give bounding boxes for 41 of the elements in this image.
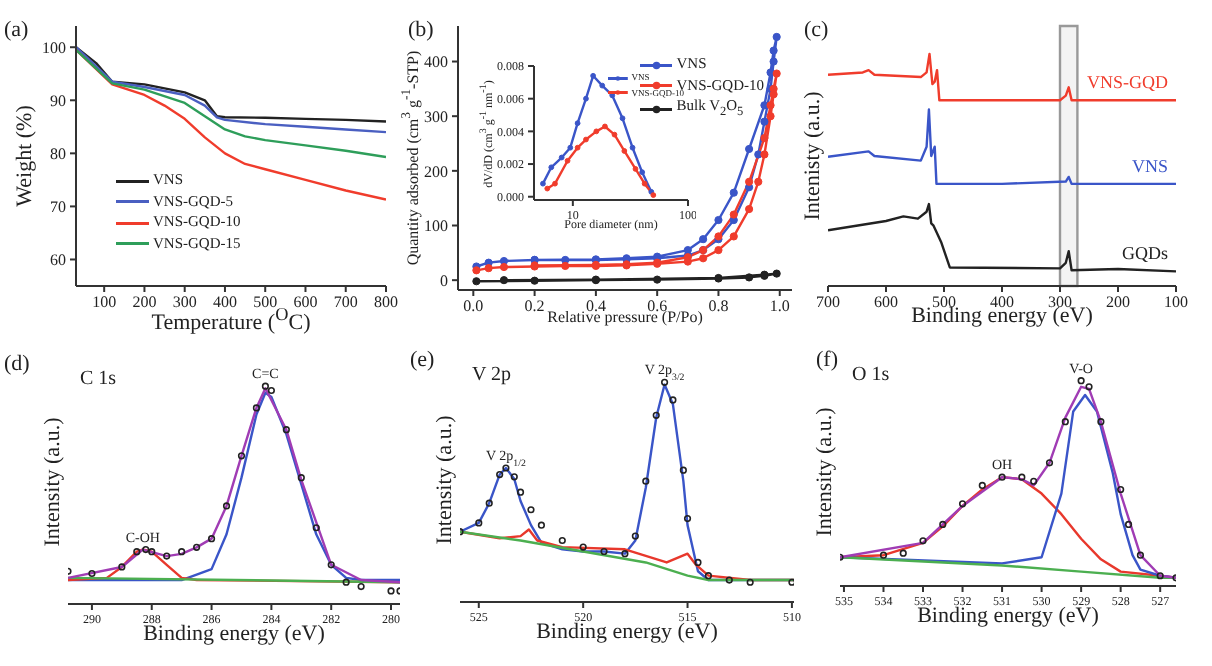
y-axis-title: Intenisty (a.u.) [801, 91, 826, 221]
y-tick-label: 0 [440, 271, 448, 290]
y-tick-label: 60 [50, 251, 66, 270]
y-tick-label: 300 [424, 107, 448, 126]
y-axis-title: Intensity (a.u.) [813, 406, 838, 536]
x-tick-label: 100 [92, 293, 117, 312]
y-tick-label: 70 [50, 198, 66, 217]
x-axis-title: Binding energy (eV) [917, 604, 1099, 628]
x-tick-label: 700 [816, 293, 840, 312]
x-tick-label: 200 [132, 293, 157, 312]
y-axis-title: Weight (%) [13, 105, 38, 207]
x-tick-label: 200 [1106, 293, 1130, 312]
x-tick-label: 0.0 [463, 297, 484, 316]
x-axis-title: Binding energy (eV) [536, 620, 718, 644]
x-tick-label: 600 [874, 293, 898, 312]
chart-title: (d) [4, 352, 30, 376]
annotation: C 1s [80, 368, 117, 390]
chart-title: (f) [816, 348, 838, 372]
x-tick-label: 0.8 [708, 297, 729, 316]
y-tick-label: 100 [42, 38, 66, 57]
x-axis-title: Binding energy (eV) [143, 622, 325, 646]
y-axis-title: Intensity (a.u.) [433, 414, 458, 544]
y-axis-title: Intensity (a.u.) [41, 417, 66, 547]
annotation: V 2p [472, 364, 512, 386]
y-tick-label: 400 [424, 53, 448, 72]
x-tick-label: 100 [1164, 293, 1188, 312]
chart-title: (a) [4, 18, 29, 42]
y-tick-label: 90 [50, 91, 66, 110]
x-tick-label: 1.0 [769, 297, 790, 316]
series-label: VNS-GQD [1087, 72, 1169, 93]
annotation: O 1s [852, 364, 890, 386]
chart-title: (b) [408, 18, 434, 42]
chart-title: (c) [804, 18, 829, 42]
x-tick-label: 700 [333, 293, 358, 312]
x-tick-label: 800 [374, 293, 398, 312]
y-tick-label: 80 [50, 145, 66, 164]
series-label: GQDs [1121, 243, 1169, 264]
x-tick-label: 0.2 [524, 297, 545, 316]
series-label: VNS [1131, 155, 1168, 176]
y-tick-label: 200 [424, 162, 448, 181]
chart-title: (e) [410, 348, 435, 372]
